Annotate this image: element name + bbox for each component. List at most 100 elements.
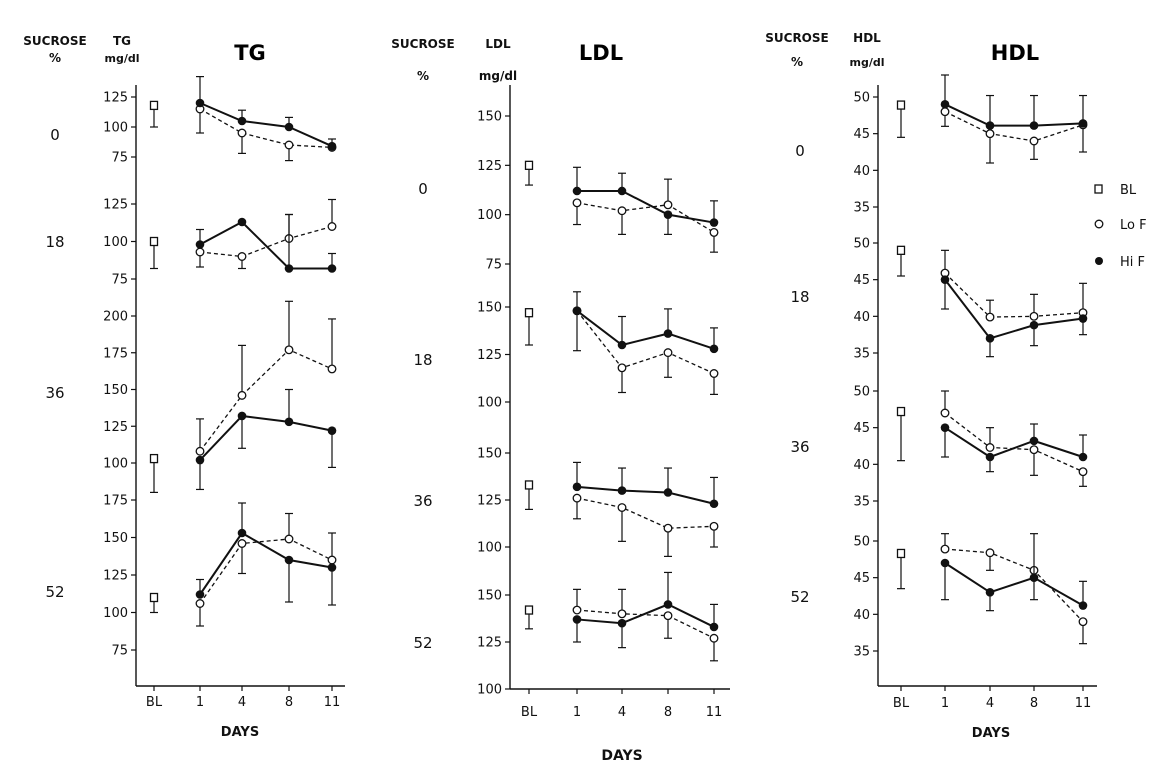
y-tick-label: 100	[477, 683, 502, 698]
series-bl	[149, 453, 159, 493]
y-tick-label: 45	[853, 571, 870, 586]
data-point	[284, 417, 294, 427]
data-point	[663, 523, 673, 533]
data-point	[1078, 617, 1088, 627]
series-line	[576, 310, 715, 375]
y-tick-label: 125	[103, 91, 128, 106]
panel-sucrose-52: 52 75 100 125 150 175	[45, 494, 337, 659]
series-line	[199, 225, 333, 258]
y-tick-label: 40	[853, 458, 870, 473]
data-point	[617, 340, 627, 350]
sucrose-row-label: 18	[790, 288, 809, 306]
data-point	[709, 622, 719, 632]
series-bl	[896, 100, 906, 138]
x-tick-label: BL	[893, 696, 910, 711]
series-lo-f	[195, 512, 337, 627]
series-line	[199, 414, 333, 461]
x-tick-label: 11	[706, 705, 723, 720]
series-bl	[149, 100, 159, 128]
hdl-ylabel-name: HDL	[853, 31, 881, 45]
legend-label-hif: Hi F	[1120, 255, 1145, 270]
series-bl	[896, 245, 906, 277]
y-tick-label: 175	[103, 494, 128, 509]
data-point	[617, 618, 627, 628]
data-point	[149, 592, 159, 603]
y-tick-label: 100	[477, 396, 502, 411]
data-point	[985, 121, 995, 130]
data-point	[1078, 467, 1088, 477]
series-lo-f	[195, 104, 337, 162]
series-hi-f	[940, 533, 1088, 612]
data-point	[709, 369, 719, 378]
x-tick-label: BL	[146, 695, 163, 710]
y-tick-label: 50	[853, 535, 870, 550]
data-point	[1078, 452, 1088, 462]
y-tick-label: 125	[477, 636, 502, 651]
y-tick-label: 45	[853, 127, 870, 142]
data-point	[195, 446, 205, 456]
y-tick-label: 125	[477, 494, 502, 509]
data-point	[149, 453, 159, 464]
data-point	[1029, 320, 1039, 330]
panel-sucrose-52: 52 100 125 150	[413, 571, 719, 698]
data-point	[327, 141, 337, 151]
sucrose-row-label: 18	[413, 351, 432, 369]
series-line	[944, 279, 1084, 340]
y-tick-label: 50	[853, 91, 870, 106]
series-bl	[149, 236, 159, 270]
data-point	[1029, 121, 1039, 130]
y-tick-label: 45	[853, 273, 870, 288]
sucrose-row-label: 0	[50, 126, 60, 144]
y-tick-label: 150	[477, 447, 502, 462]
y-tick-label: 100	[103, 121, 128, 136]
series-line	[944, 111, 1084, 142]
data-point	[237, 128, 247, 138]
y-tick-label: 40	[853, 310, 870, 325]
data-point	[940, 275, 950, 284]
y-tick-label: 100	[103, 457, 128, 472]
series-hi-f	[940, 74, 1088, 130]
y-tick-label: 50	[853, 237, 870, 252]
series-lo-f	[195, 300, 337, 456]
series-line	[199, 220, 332, 270]
sucrose-row-label: 36	[413, 492, 432, 510]
x-tick-label: 8	[285, 695, 293, 710]
sucrose-row-label: 36	[45, 384, 64, 402]
series-line	[576, 485, 715, 505]
series-hi-f	[195, 388, 337, 491]
y-tick-label: 50	[853, 385, 870, 400]
tg-sucrose-label: SUCROSE	[23, 34, 86, 48]
y-tick-label: 150	[477, 110, 502, 125]
series-line	[944, 103, 1084, 127]
series-bl	[896, 548, 906, 590]
series-lo-f	[572, 588, 719, 662]
series-hi-f	[940, 275, 1088, 358]
y-tick-label: 125	[103, 198, 128, 213]
hdl-xlabel: DAYS	[972, 726, 1010, 741]
panel-sucrose-36: 36 35 40 45 50	[790, 385, 1088, 510]
ldl-ylabel-name: LDL	[485, 37, 511, 51]
data-point	[149, 236, 159, 247]
panel-sucrose-36: 36 100 125 150	[413, 447, 719, 558]
y-tick-label: 35	[853, 347, 870, 362]
series-hi-f	[572, 166, 719, 235]
panel-sucrose-0: 0 75 100 125	[50, 75, 337, 166]
data-point	[1029, 445, 1039, 455]
data-point	[940, 408, 950, 418]
data-point	[940, 107, 950, 117]
data-point	[985, 548, 995, 558]
tg-title: TG	[234, 41, 266, 65]
data-point	[284, 122, 294, 132]
series-bl	[524, 605, 534, 630]
tg-ylabel-name: TG	[113, 34, 131, 48]
data-point	[985, 443, 995, 452]
legend-item-hif: Hi F	[1095, 255, 1145, 270]
series-hi-f	[572, 571, 719, 649]
y-tick-label: 75	[111, 151, 128, 166]
data-point	[1078, 314, 1088, 323]
y-tick-label: 100	[103, 606, 128, 621]
data-point	[663, 600, 673, 609]
legend-label-bl: BL	[1120, 183, 1137, 198]
data-point	[327, 222, 337, 231]
filled-circle-icon	[1095, 257, 1103, 265]
